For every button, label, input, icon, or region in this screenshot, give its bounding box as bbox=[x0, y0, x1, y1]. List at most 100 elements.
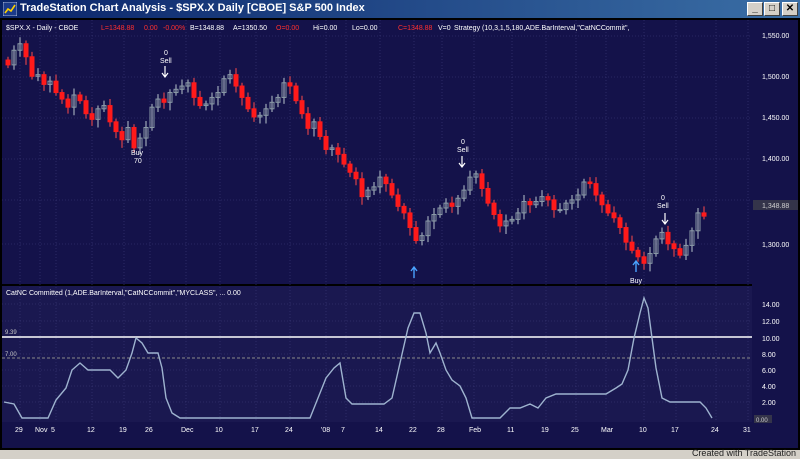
candle-bar[interactable] bbox=[17, 43, 23, 51]
candle-bar[interactable] bbox=[467, 176, 473, 191]
candle-bar[interactable] bbox=[383, 176, 389, 185]
candle-bar[interactable] bbox=[605, 204, 611, 214]
candle-bar[interactable] bbox=[335, 147, 341, 155]
candle-bar[interactable] bbox=[677, 248, 683, 256]
candle-bar[interactable] bbox=[125, 127, 131, 141]
candle-bar[interactable] bbox=[101, 105, 107, 110]
candle-bar[interactable] bbox=[71, 94, 77, 108]
candle-bar[interactable] bbox=[551, 199, 557, 211]
candle-bar[interactable] bbox=[113, 121, 119, 133]
candle-bar[interactable] bbox=[245, 96, 251, 110]
candle-bar[interactable] bbox=[311, 121, 317, 129]
candle-bar[interactable] bbox=[329, 147, 335, 150]
candle-bar[interactable] bbox=[11, 49, 17, 66]
candle-bar[interactable] bbox=[299, 100, 305, 115]
candle-bar[interactable] bbox=[671, 243, 677, 250]
candle-bar[interactable] bbox=[89, 113, 95, 120]
candle-bar[interactable] bbox=[701, 212, 707, 217]
candle-bar[interactable] bbox=[569, 199, 575, 204]
candle-bar[interactable] bbox=[119, 131, 125, 141]
candle-bar[interactable] bbox=[275, 96, 281, 103]
candle-bar[interactable] bbox=[167, 92, 173, 103]
candle-bar[interactable] bbox=[185, 82, 191, 87]
candle-bar[interactable] bbox=[95, 108, 101, 120]
price-panel[interactable] bbox=[2, 20, 752, 284]
candle-bar[interactable] bbox=[263, 108, 269, 116]
candle-bar[interactable] bbox=[485, 187, 491, 204]
candle-bar[interactable] bbox=[665, 231, 671, 245]
candle-bar[interactable] bbox=[635, 249, 641, 258]
maximize-button[interactable]: □ bbox=[764, 2, 780, 16]
candle-bar[interactable] bbox=[53, 80, 59, 94]
candle-bar[interactable] bbox=[149, 106, 155, 129]
sell-signal[interactable]: 0 Sell bbox=[457, 139, 469, 168]
candle-bar[interactable] bbox=[239, 85, 245, 98]
candle-bar[interactable] bbox=[131, 127, 137, 149]
candle-bar[interactable] bbox=[581, 181, 587, 196]
candle-bar[interactable] bbox=[215, 92, 221, 98]
candle-bar[interactable] bbox=[59, 92, 65, 100]
candle-bar[interactable] bbox=[395, 194, 401, 207]
candle-bar[interactable] bbox=[527, 201, 533, 206]
candle-bar[interactable] bbox=[515, 212, 521, 220]
candle-bar[interactable] bbox=[389, 183, 395, 196]
candle-bar[interactable] bbox=[287, 82, 293, 87]
candle-bar[interactable] bbox=[425, 220, 431, 237]
candle-bar[interactable] bbox=[623, 227, 629, 243]
candle-bar[interactable] bbox=[359, 178, 365, 198]
candle-bar[interactable] bbox=[557, 209, 563, 212]
candle-bar[interactable] bbox=[521, 201, 527, 214]
strategy-signals[interactable]: Buy 70 0 Sell 0 Sell Buy 0 bbox=[131, 50, 669, 285]
candle-bar[interactable] bbox=[689, 230, 695, 246]
candle-bar[interactable] bbox=[491, 202, 497, 216]
candle-bar[interactable] bbox=[695, 212, 701, 232]
sell-signal[interactable]: 0 Sell bbox=[160, 50, 172, 78]
candle-bar[interactable] bbox=[161, 98, 167, 103]
candle-bar[interactable] bbox=[653, 238, 659, 255]
chart-area[interactable]: $SPX.X - Daily - CBOE L=1348.88 0.00 -0.… bbox=[0, 18, 800, 450]
indicator-line[interactable] bbox=[3, 295, 713, 419]
candle-bar[interactable] bbox=[47, 80, 53, 85]
candle-bar[interactable] bbox=[221, 78, 227, 94]
candle-bar[interactable] bbox=[473, 173, 479, 178]
candle-bar[interactable] bbox=[437, 207, 443, 216]
candle-bar[interactable] bbox=[347, 163, 353, 173]
candle-bar[interactable] bbox=[539, 196, 545, 203]
candle-bar[interactable] bbox=[41, 74, 47, 85]
candle-bar[interactable] bbox=[509, 218, 515, 222]
candle-bar[interactable] bbox=[461, 189, 467, 199]
candle-bar[interactable] bbox=[23, 43, 29, 58]
candle-bar[interactable] bbox=[647, 253, 653, 264]
candle-bar[interactable] bbox=[29, 56, 35, 77]
candle-bar[interactable] bbox=[593, 183, 599, 196]
candle-bar[interactable] bbox=[365, 189, 371, 198]
candle-bar[interactable] bbox=[281, 82, 287, 98]
candle-bar[interactable] bbox=[401, 205, 407, 214]
candle-bar[interactable] bbox=[143, 127, 149, 139]
candle-bar[interactable] bbox=[323, 135, 329, 150]
candle-bar[interactable] bbox=[35, 74, 41, 77]
candle-bar[interactable] bbox=[209, 96, 215, 105]
candle-bar[interactable] bbox=[443, 202, 449, 209]
candle-bar[interactable] bbox=[353, 171, 359, 180]
candle-bar[interactable] bbox=[413, 227, 419, 242]
candle-bar[interactable] bbox=[5, 59, 11, 66]
candle-bar[interactable] bbox=[449, 202, 455, 207]
candle-bar[interactable] bbox=[503, 220, 509, 227]
candle-bar[interactable] bbox=[137, 137, 143, 149]
buy-signal[interactable] bbox=[410, 265, 418, 278]
candle-bar[interactable] bbox=[305, 113, 311, 129]
candle-bar[interactable] bbox=[407, 212, 413, 229]
candle-bar[interactable] bbox=[179, 85, 185, 90]
candle-bar[interactable] bbox=[317, 121, 323, 137]
candle-bar[interactable] bbox=[683, 244, 689, 256]
candle-bar[interactable] bbox=[257, 114, 263, 118]
candle-bar[interactable] bbox=[65, 98, 71, 108]
candle-bar[interactable] bbox=[197, 96, 203, 107]
close-button[interactable]: ✕ bbox=[782, 2, 798, 16]
candle-bar[interactable] bbox=[611, 212, 617, 219]
candle-bar[interactable] bbox=[269, 101, 275, 110]
chart-canvas[interactable]: $SPX.X - Daily - CBOE L=1348.88 0.00 -0.… bbox=[0, 18, 800, 450]
candle-bar[interactable] bbox=[233, 74, 239, 87]
candle-bar[interactable] bbox=[341, 153, 347, 165]
